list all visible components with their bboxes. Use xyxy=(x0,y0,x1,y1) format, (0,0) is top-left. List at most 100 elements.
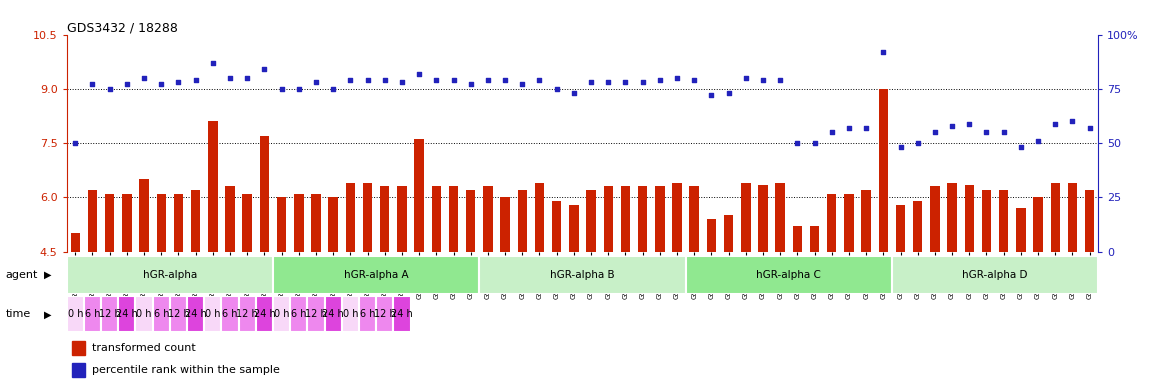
Bar xyxy=(827,194,836,252)
Bar xyxy=(376,296,393,332)
Point xyxy=(100,86,118,92)
Point xyxy=(960,121,979,127)
Bar xyxy=(965,185,974,252)
Bar xyxy=(273,256,480,294)
Bar xyxy=(118,296,136,332)
Text: 12 h: 12 h xyxy=(99,309,121,319)
Bar xyxy=(1034,197,1043,252)
Point xyxy=(427,77,445,83)
Bar xyxy=(414,139,424,252)
Point xyxy=(290,86,308,92)
Bar xyxy=(656,187,665,252)
Bar xyxy=(324,296,342,332)
Bar xyxy=(191,190,200,252)
Bar xyxy=(222,296,239,332)
Bar xyxy=(67,296,84,332)
Bar xyxy=(101,296,118,332)
Bar xyxy=(363,183,373,252)
Bar xyxy=(397,187,407,252)
Point xyxy=(342,77,360,83)
Bar xyxy=(1067,183,1078,252)
Point xyxy=(822,129,841,135)
Point xyxy=(703,92,721,98)
Point xyxy=(169,79,187,85)
Bar xyxy=(170,296,187,332)
Point xyxy=(409,71,428,77)
Point xyxy=(1081,125,1099,131)
Bar xyxy=(999,190,1009,252)
Bar xyxy=(70,233,80,252)
Point xyxy=(83,81,101,88)
Bar xyxy=(896,205,905,252)
Text: 12 h: 12 h xyxy=(305,309,327,319)
Text: agent: agent xyxy=(6,270,38,280)
Point xyxy=(307,79,325,85)
Bar xyxy=(153,296,170,332)
Bar xyxy=(775,183,785,252)
Text: hGR-alpha C: hGR-alpha C xyxy=(757,270,821,280)
Point xyxy=(478,77,497,83)
Bar xyxy=(290,296,307,332)
Text: 6 h: 6 h xyxy=(360,309,375,319)
Text: ▶: ▶ xyxy=(44,309,52,319)
Bar xyxy=(569,205,578,252)
Bar xyxy=(861,190,871,252)
Text: hGR-alpha D: hGR-alpha D xyxy=(963,270,1028,280)
Bar xyxy=(466,190,475,252)
Point xyxy=(1046,121,1065,127)
Bar xyxy=(741,183,751,252)
Point xyxy=(513,81,531,88)
Point xyxy=(1064,118,1082,124)
Bar xyxy=(205,296,222,332)
Bar xyxy=(329,197,338,252)
Bar xyxy=(122,194,131,252)
Point xyxy=(926,129,944,135)
Text: hGR-alpha A: hGR-alpha A xyxy=(344,270,408,280)
Point xyxy=(668,75,687,81)
Bar xyxy=(84,296,101,332)
Bar xyxy=(187,296,205,332)
Text: 6 h: 6 h xyxy=(291,309,307,319)
Point xyxy=(720,90,738,96)
Bar xyxy=(380,187,390,252)
Bar xyxy=(156,194,166,252)
Text: 12 h: 12 h xyxy=(237,309,258,319)
Bar xyxy=(586,190,596,252)
Point xyxy=(978,129,996,135)
Text: hGR-alpha B: hGR-alpha B xyxy=(550,270,615,280)
Bar xyxy=(1017,208,1026,252)
Point xyxy=(117,81,136,88)
Bar xyxy=(723,215,734,252)
Bar xyxy=(67,256,273,294)
Bar xyxy=(243,194,252,252)
Point xyxy=(238,75,256,81)
Point xyxy=(135,75,153,81)
Bar xyxy=(879,89,888,252)
Point xyxy=(359,77,377,83)
Point xyxy=(255,66,274,72)
Point xyxy=(737,75,756,81)
Text: 12 h: 12 h xyxy=(168,309,190,319)
Point xyxy=(651,77,669,83)
Bar xyxy=(139,179,148,252)
Bar xyxy=(208,121,217,252)
Point xyxy=(840,125,858,131)
Point xyxy=(753,77,772,83)
Bar xyxy=(294,194,304,252)
Text: 6 h: 6 h xyxy=(85,309,100,319)
Point xyxy=(874,49,892,55)
Text: 6 h: 6 h xyxy=(153,309,169,319)
Point xyxy=(444,77,462,83)
Bar xyxy=(87,190,98,252)
Point xyxy=(461,81,480,88)
Bar xyxy=(480,256,685,294)
Bar xyxy=(483,187,492,252)
Bar xyxy=(342,296,359,332)
Bar xyxy=(448,187,458,252)
Bar xyxy=(239,296,255,332)
Point xyxy=(273,86,291,92)
Text: time: time xyxy=(6,309,31,319)
Bar xyxy=(260,136,269,252)
Text: percentile rank within the sample: percentile rank within the sample xyxy=(92,365,279,375)
Bar xyxy=(982,190,991,252)
